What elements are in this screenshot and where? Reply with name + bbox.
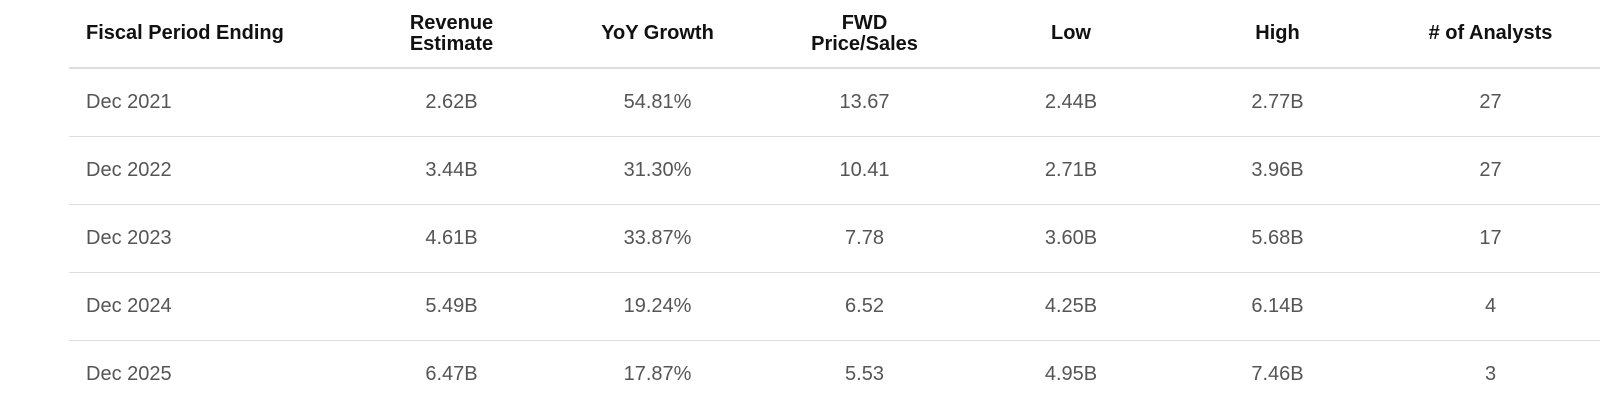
header-low[interactable]: Low — [968, 0, 1174, 69]
cell-revenue-estimate: 3.44B — [349, 136, 554, 205]
table-row: Dec 2024 5.49B 19.24% 6.52 4.25B 6.14B 4 — [69, 272, 1600, 341]
header-label: High — [1255, 22, 1300, 44]
cell-fiscal-period: Dec 2022 — [69, 136, 349, 205]
cell-fwd-price-sales: 6.52 — [761, 272, 968, 341]
cell-low: 3.60B — [968, 204, 1174, 273]
cell-yoy-growth: 54.81% — [554, 68, 761, 137]
cell-fwd-price-sales: 5.53 — [845, 363, 884, 385]
header-number-of-analysts[interactable]: # of Analysts — [1381, 0, 1600, 69]
cell-high: 7.46B — [1251, 363, 1304, 385]
cell-high: 3.96B — [1174, 136, 1381, 205]
header-row: Fiscal Period Ending Revenue Estimate Yo… — [69, 0, 1600, 69]
cell-analysts: 3 — [1484, 363, 1497, 385]
table-row: Dec 2022 3.44B 31.30% 10.41 2.71B 3.96B … — [69, 136, 1600, 205]
table-header: Fiscal Period Ending Revenue Estimate Yo… — [69, 0, 1600, 69]
header-high[interactable]: High — [1174, 0, 1381, 69]
header-fwd-price-sales[interactable]: FWD Price/Sales — [761, 0, 968, 69]
header-label: Fiscal Period Ending — [86, 22, 284, 44]
cell-revenue-estimate: 6.47B — [425, 363, 478, 385]
table-row: Dec 2023 4.61B 33.87% 7.78 3.60B 5.68B 1… — [69, 204, 1600, 273]
cell-yoy-growth: 31.30% — [554, 136, 761, 205]
cell-low: 2.44B — [968, 68, 1174, 137]
header-label: Price/Sales — [811, 32, 918, 55]
cell-low: 4.25B — [968, 272, 1174, 341]
cell-yoy-growth: 33.87% — [554, 204, 761, 273]
table-body: Dec 2021 2.62B 54.81% 13.67 2.44B 2.77B … — [69, 68, 1600, 407]
revenue-estimates-table-container: Fiscal Period Ending Revenue Estimate Yo… — [69, 0, 1600, 407]
cell-yoy-growth: 17.87% — [623, 363, 692, 385]
cell-analysts: 17 — [1381, 204, 1600, 273]
revenue-estimates-table: Fiscal Period Ending Revenue Estimate Yo… — [69, 0, 1600, 407]
cell-fwd-price-sales: 7.78 — [761, 204, 968, 273]
cell-low: 4.95B — [1044, 363, 1098, 385]
header-label: # of Analysts — [1428, 22, 1553, 44]
cell-revenue-estimate: 2.62B — [349, 68, 554, 137]
cell-high: 5.68B — [1174, 204, 1381, 273]
header-fiscal-period-ending[interactable]: Fiscal Period Ending — [69, 0, 349, 69]
cell-fiscal-period: Dec 2024 — [69, 272, 349, 341]
cell-revenue-estimate: 4.61B — [349, 204, 554, 273]
cell-fiscal-period: Dec 2021 — [69, 68, 349, 137]
cell-analysts: 4 — [1381, 272, 1600, 341]
header-yoy-growth[interactable]: YoY Growth — [554, 0, 761, 69]
cell-revenue-estimate: 5.49B — [349, 272, 554, 341]
header-label: Revenue — [409, 11, 494, 34]
header-revenue-estimate[interactable]: Revenue Estimate — [349, 0, 554, 69]
cell-fiscal-period: Dec 2025 — [86, 363, 172, 385]
header-label: Low — [1051, 22, 1091, 44]
header-label: FWD — [841, 11, 888, 34]
cell-fiscal-period: Dec 2023 — [69, 204, 349, 273]
table-row: Dec 2021 2.62B 54.81% 13.67 2.44B 2.77B … — [69, 68, 1600, 137]
table-row: Dec 2025 6.47B 17.87% 5.53 4.95B 7.46B 3 — [69, 341, 1600, 407]
cell-analysts: 27 — [1381, 68, 1600, 137]
cell-yoy-growth: 19.24% — [554, 272, 761, 341]
cell-high: 2.77B — [1174, 68, 1381, 137]
cell-low: 2.71B — [968, 136, 1174, 205]
header-label: Estimate — [409, 32, 494, 55]
cell-analysts: 27 — [1381, 136, 1600, 205]
cell-fwd-price-sales: 10.41 — [761, 136, 968, 205]
cell-fwd-price-sales: 13.67 — [761, 68, 968, 137]
header-label: YoY Growth — [601, 22, 714, 44]
cell-high: 6.14B — [1174, 272, 1381, 341]
